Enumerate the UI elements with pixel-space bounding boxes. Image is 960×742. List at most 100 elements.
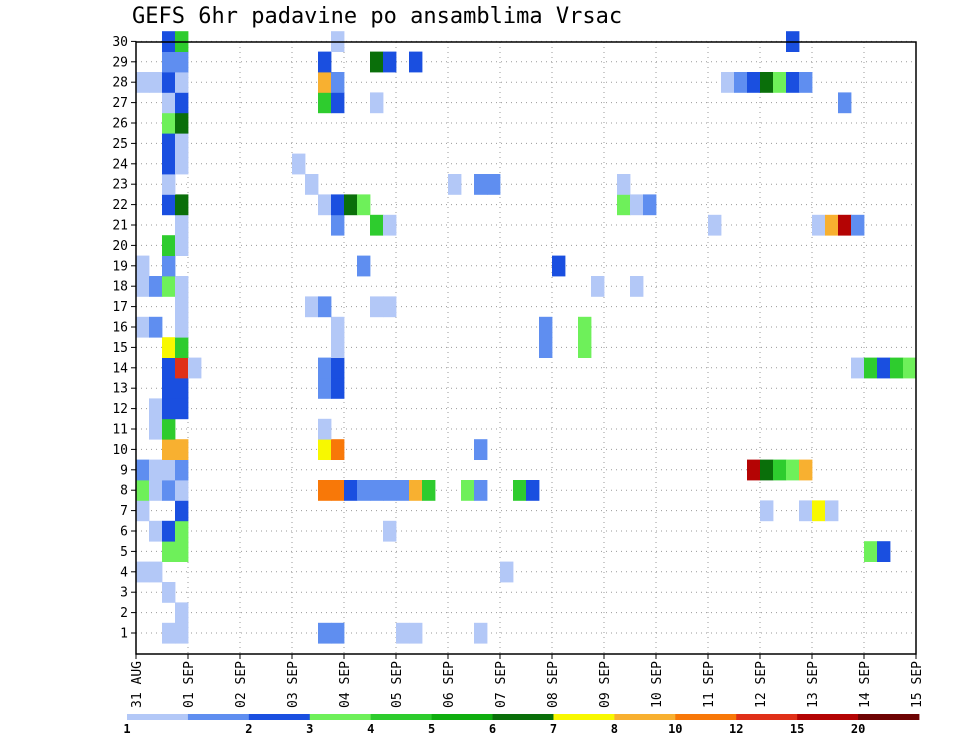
heatmap-cell [136,255,150,277]
heatmap-cell [162,51,176,73]
heatmap-cell [292,153,306,175]
x-tick-label: 06 SEP [442,661,457,708]
heatmap-cell [162,582,176,603]
heatmap-cell [539,337,553,358]
colorbar-label: 15 [790,722,804,736]
colorbar-segment [248,714,311,720]
heatmap-cell [383,520,397,542]
heatmap-cell [175,398,189,420]
heatmap-cell [162,235,176,256]
y-tick-label: 25 [112,137,128,152]
y-tick-label: 6 [120,525,128,540]
y-tick-label: 10 [112,443,128,458]
heatmap-cell [162,459,176,481]
heatmap-cell [747,459,761,481]
heatmap-cell [162,72,176,93]
colorbar-label: 7 [550,722,557,736]
y-tick-label: 1 [120,627,128,642]
y-tick-label: 4 [120,565,128,580]
x-tick-label: 05 SEP [390,661,405,708]
colorbar-segment [736,714,798,720]
heatmap-cell [383,214,397,236]
colorbar-label: 10 [668,722,682,736]
heatmap-cell [175,153,189,175]
heatmap-cell [162,194,176,216]
heatmap-cell [162,622,176,644]
x-tick-label: 31 AUG [130,661,145,708]
heatmap-cell [474,622,488,644]
heatmap-cell [175,112,189,134]
heatmap-cell [799,500,813,522]
x-tick-label: 14 SEP [858,661,873,708]
colorbar-segment [431,714,493,720]
heatmap-cell [149,72,163,93]
y-tick-label: 12 [112,402,128,417]
heatmap-cell [370,296,384,318]
y-tick-label: 18 [112,280,128,295]
x-axis: 31 AUG 01 SEP 02 SEP 03 SEP 04 SEP 05 SEP 06 S… [130,654,925,708]
heatmap-cell [760,500,774,522]
heatmap-cell [175,276,189,297]
x-tick-label: 07 SEP [494,661,509,708]
heatmap-cell [331,92,345,114]
y-tick-label: 24 [112,157,128,172]
heatmap-cell [721,72,735,93]
y-tick-label: 16 [112,321,128,336]
heatmap-cell [149,520,163,542]
heatmap-cell [474,480,488,501]
heatmap-cell [175,296,189,318]
heatmap-cell [162,153,176,175]
y-tick-label: 8 [120,484,128,499]
heatmap-cell [149,459,163,481]
x-tick-label: 01 SEP [182,661,197,708]
heatmap-cell [838,214,852,236]
heatmap-cell [162,398,176,420]
heatmap-cell [162,480,176,501]
colorbar-segment [797,714,859,720]
colorbar-segment [858,714,920,720]
colorbar-label: 5 [428,722,435,736]
colorbar-segment [675,714,737,720]
grid-layer [136,40,916,654]
heatmap-cell [162,276,176,297]
colorbar-label: 6 [489,722,496,736]
colorbar-label: 8 [611,722,618,736]
heatmap-cell [812,500,826,522]
heatmap-cell [331,480,345,501]
heatmap-cell [318,296,332,318]
heatmap-cell [136,316,150,338]
heatmap-cell [539,316,553,338]
colorbar-label: 3 [306,722,313,736]
heatmap-cell [383,480,397,501]
heatmap-cell [747,72,761,93]
heatmap-cell [396,480,410,501]
heatmap-cell [136,459,150,481]
x-tick-label: 08 SEP [546,661,561,708]
heatmap-cell [175,214,189,236]
heatmap-cell [617,194,631,216]
heatmap-cell [578,316,592,338]
heatmap-cell [162,337,176,358]
y-tick-label: 11 [112,423,128,438]
heatmap-cell [175,337,189,358]
heatmap-cell [318,194,332,216]
heatmap-cell [162,174,176,195]
heatmap-cell [318,51,332,73]
heatmap-cell [331,439,345,460]
heatmap-cell [175,51,189,73]
heatmap-cell [357,255,371,277]
colorbar-segment [309,714,372,720]
heatmap-cell [188,357,202,379]
y-tick-label: 17 [112,300,128,315]
heatmap-cell [162,92,176,114]
colorbar-label: 4 [367,722,374,736]
y-tick-label: 7 [120,504,128,519]
heatmap-cell [786,459,800,481]
heatmap-cell [175,520,189,542]
y-tick-label: 5 [120,545,128,560]
colorbar-label: 1 [123,722,130,736]
heatmap-cell [175,500,189,522]
heatmap-cell [318,418,332,440]
plot-frame [135,41,917,655]
